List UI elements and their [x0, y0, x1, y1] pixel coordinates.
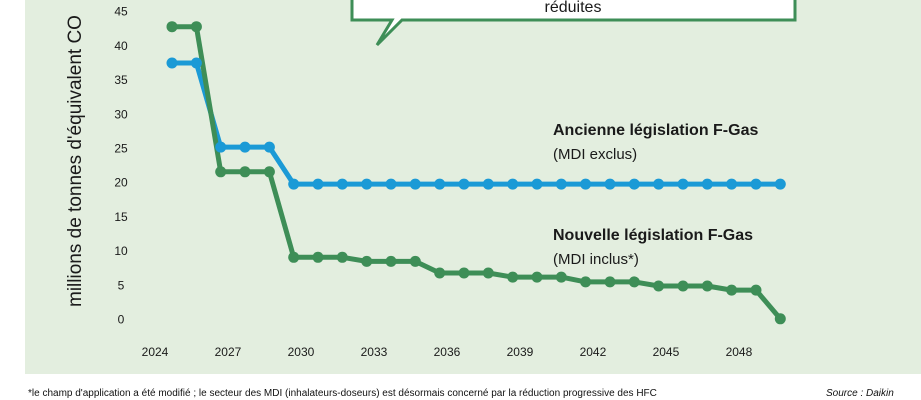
series-note-ancienne: (MDI exclus)	[553, 146, 637, 163]
y-axis-label: millions de tonnes d'équivalent CO	[65, 15, 86, 307]
y-tick-label: 20	[114, 176, 128, 190]
series-note-nouvelle: (MDI inclus*)	[553, 251, 639, 268]
data-point	[190, 57, 202, 69]
data-point	[701, 178, 713, 190]
series-lines	[172, 24, 783, 321]
x-axis-ticks: 2024 2027 2030 2033 2036 2039 2042 2045 2048	[142, 345, 753, 359]
x-tick-label: 2033	[361, 345, 388, 359]
data-point	[336, 178, 348, 190]
data-point	[653, 178, 665, 190]
data-point	[628, 178, 640, 190]
data-point	[507, 178, 519, 190]
data-point	[215, 141, 227, 153]
data-point	[653, 280, 665, 292]
data-point	[263, 141, 275, 153]
data-point	[726, 178, 738, 190]
data-point	[726, 284, 738, 296]
data-point	[385, 255, 397, 267]
data-point	[604, 178, 616, 190]
x-tick-label: 2024	[142, 345, 169, 359]
y-tick-label: 30	[114, 107, 128, 121]
data-point	[166, 21, 178, 33]
source-credit: Source : Daikin	[826, 388, 894, 399]
data-point	[166, 57, 178, 69]
data-point	[507, 271, 519, 283]
data-point	[239, 141, 251, 153]
data-point	[604, 276, 616, 288]
data-point	[580, 178, 592, 190]
x-tick-label: 2048	[726, 345, 753, 359]
data-point	[580, 276, 592, 288]
data-point	[701, 280, 713, 292]
data-point	[677, 280, 689, 292]
data-point	[385, 178, 397, 190]
y-tick-label: 10	[114, 244, 128, 258]
data-point	[434, 267, 446, 279]
data-point	[555, 178, 567, 190]
y-axis-ticks: 0 5 10 15 20 25 30 35 40 45	[114, 5, 128, 327]
data-point	[750, 178, 762, 190]
y-tick-label: 5	[118, 278, 125, 292]
data-point	[774, 313, 786, 325]
callout-text: réduites	[545, 0, 602, 16]
data-point	[288, 251, 300, 263]
data-point	[555, 271, 567, 283]
series-points	[166, 21, 786, 325]
data-point	[458, 267, 470, 279]
x-tick-label: 2027	[215, 345, 242, 359]
data-point	[312, 178, 324, 190]
data-point	[312, 251, 324, 263]
footnote: *le champ d'application a été modifié ; …	[28, 388, 657, 399]
series-label-ancienne: Ancienne législation F-Gas	[553, 122, 758, 139]
data-point	[361, 255, 373, 267]
data-point	[409, 178, 421, 190]
data-point	[434, 178, 446, 190]
series-line-2	[172, 24, 783, 321]
data-point	[288, 178, 300, 190]
callout-bubble: réduites	[350, 0, 797, 47]
data-point	[409, 255, 421, 267]
data-point	[458, 178, 470, 190]
data-point	[677, 178, 689, 190]
y-tick-label: 0	[118, 313, 125, 327]
data-point	[774, 178, 786, 190]
data-point	[531, 178, 543, 190]
data-point	[482, 178, 494, 190]
line-chart: réduites millions de tonnes d'équivalent…	[65, 0, 797, 359]
data-point	[531, 271, 543, 283]
data-point	[263, 166, 275, 178]
data-point	[628, 276, 640, 288]
x-tick-label: 2042	[580, 345, 607, 359]
y-tick-label: 25	[114, 142, 128, 156]
data-point	[336, 251, 348, 263]
y-tick-label: 40	[114, 39, 128, 53]
y-tick-label: 45	[114, 5, 128, 19]
data-point	[190, 21, 202, 33]
x-tick-label: 2039	[507, 345, 534, 359]
data-point	[361, 178, 373, 190]
x-tick-label: 2030	[288, 345, 315, 359]
x-tick-label: 2036	[434, 345, 461, 359]
y-tick-label: 35	[114, 73, 128, 87]
series-label-nouvelle: Nouvelle législation F-Gas	[553, 227, 753, 244]
x-tick-label: 2045	[653, 345, 680, 359]
data-point	[482, 267, 494, 279]
data-point	[750, 284, 762, 296]
data-point	[215, 166, 227, 178]
data-point	[239, 166, 251, 178]
y-tick-label: 15	[114, 210, 128, 224]
